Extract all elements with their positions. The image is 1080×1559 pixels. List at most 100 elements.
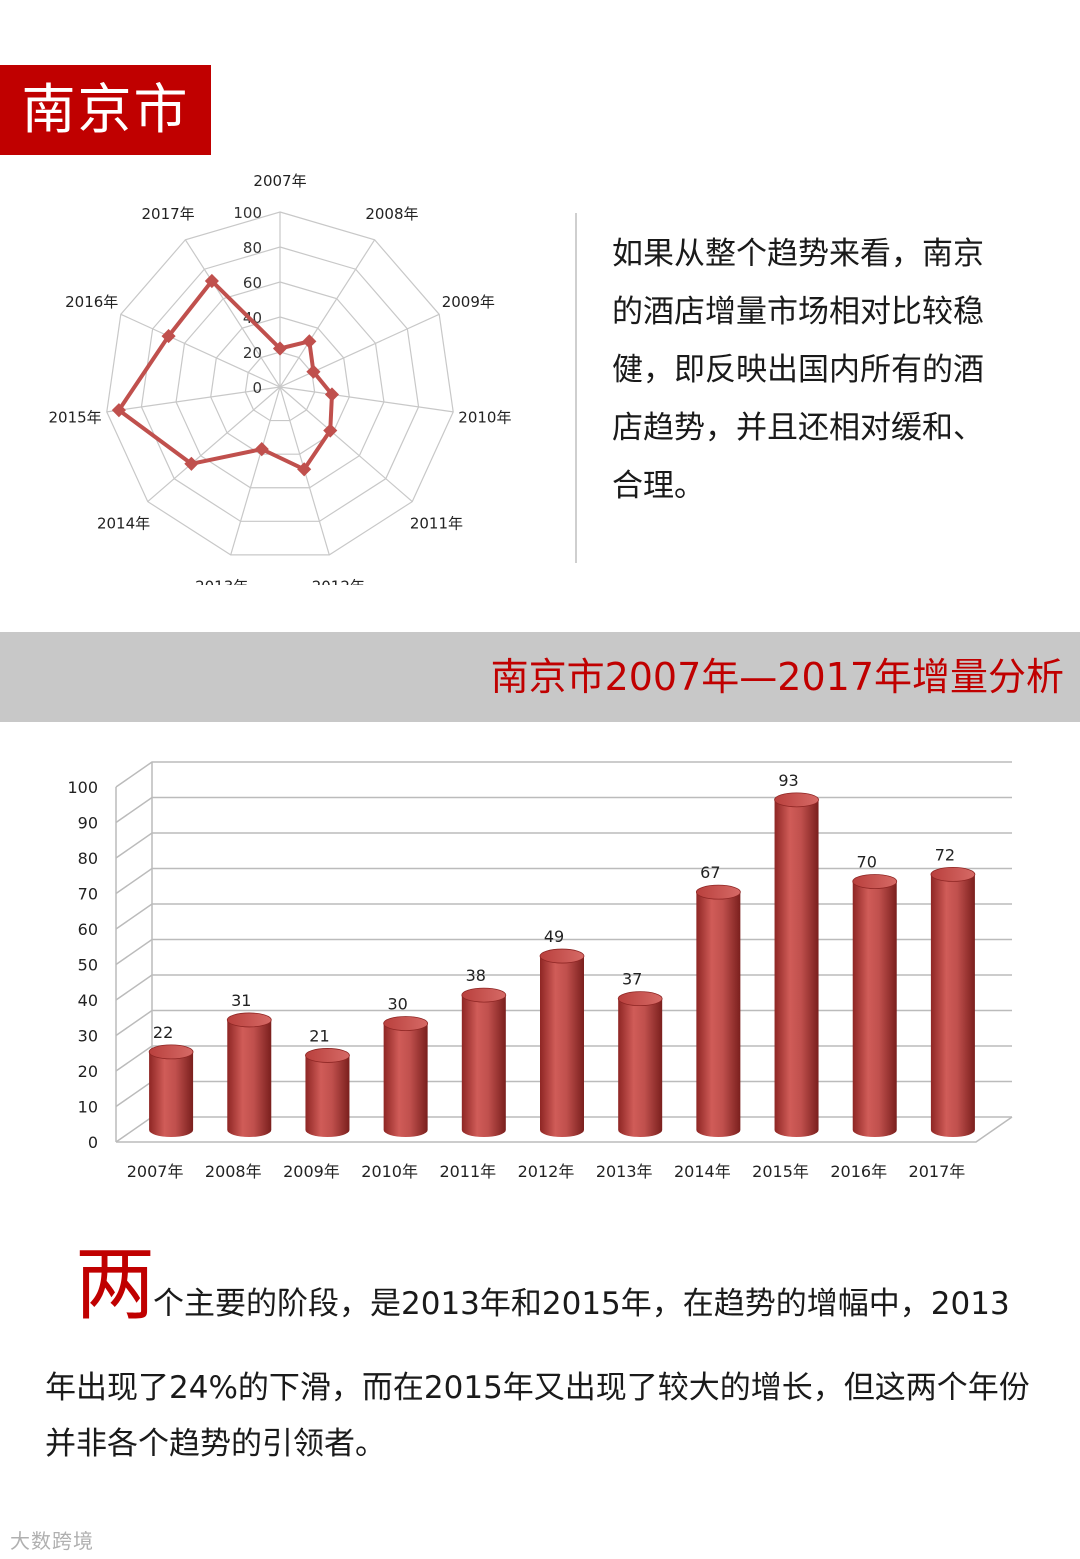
page-title: 南京市 (0, 65, 211, 155)
radar-point (306, 364, 321, 379)
radar-spoke (279, 386, 454, 413)
bar-cylinder-top (383, 1016, 429, 1031)
bar-cylinder-top (617, 991, 663, 1007)
radar-category-label: 2014年 (97, 515, 150, 533)
watermark: 大数跨境 (10, 1529, 94, 1553)
bar-cylinder-top (852, 874, 898, 889)
bar-y-tick-label: 40 (78, 991, 98, 1010)
bar-value-label: 70 (857, 853, 877, 872)
radar-category-label: 2009年 (442, 293, 495, 311)
radar-tick-label: 60 (243, 274, 262, 292)
radar-tick-label: 80 (243, 239, 262, 257)
bar-x-tick-label: 2016年 (830, 1162, 887, 1181)
description-text: 如果从整个趋势来看，南京的酒店增量市场相对比较稳健，即反映出国内所有的酒店趋势，… (612, 236, 984, 504)
bar-y-tick-label: 90 (78, 814, 98, 833)
bar-value-label: 31 (231, 991, 251, 1010)
radar-category-label: 2013年 (195, 578, 248, 585)
bar-x-tick-label: 2008年 (205, 1162, 262, 1181)
bar-cylinder-top (930, 866, 976, 882)
bar-chart: 0 10 20 30 40 50 60 70 80 90 100 22 2007年 31 2008年 21 20… (67, 761, 1013, 1181)
radar-point (161, 329, 176, 344)
bar-cylinder (852, 881, 897, 1137)
bar-floor-edge (116, 1116, 1013, 1143)
radar-grid-ring (140, 246, 420, 522)
bar-value-label: 37 (622, 970, 642, 989)
radar-category-label: 2017年 (141, 205, 194, 223)
radar-point (302, 334, 317, 349)
radar-tick-label: 0 (252, 379, 262, 397)
bar-y-tick-label: 70 (78, 885, 98, 904)
bar-y-tick-label: 30 (78, 1027, 98, 1046)
bar-x-tick-label: 2012年 (518, 1162, 575, 1181)
bar-value-label: 72 (935, 845, 955, 864)
section-title: 南京市2007年—2017年增量分析 (490, 655, 1064, 699)
bar-x-tick-label: 2011年 (439, 1162, 496, 1181)
bar-cylinder-top (539, 948, 585, 964)
bar-cylinder-top (305, 1048, 350, 1063)
bar-cylinder (461, 995, 506, 1137)
radar-spoke (147, 386, 281, 503)
radar-point (254, 442, 269, 457)
bar-cylinder (383, 1023, 428, 1137)
bar-y-tick-label: 100 (67, 778, 98, 797)
radar-category-label: 2007年 (253, 172, 306, 190)
radar-grid-ring (210, 316, 350, 455)
bar-cylinder (696, 892, 741, 1137)
bar-value-label: 30 (387, 995, 407, 1014)
radar-category-label: 2011年 (410, 515, 463, 533)
bar-x-tick-label: 2009年 (283, 1162, 340, 1181)
bar-value-label: 93 (778, 771, 798, 790)
divider (575, 213, 577, 563)
bar-value-label: 67 (700, 863, 720, 882)
summary-rest: 年出现了24%的下滑，而在2015年又出现了较大的增长，但这两个年份并非各个趋势… (45, 1370, 1030, 1462)
bar-x-tick-label: 2007年 (127, 1162, 184, 1181)
radar-spoke (106, 386, 281, 413)
drop-cap: 两 (75, 1238, 155, 1331)
summary-first-line: 个主要的阶段，是2013年和2015年，在趋势的增幅中，2013 (153, 1286, 1010, 1322)
radar-spoke (230, 386, 281, 556)
bar-y-tick-label: 80 (78, 849, 98, 868)
radar-category-label: 2012年 (312, 578, 365, 585)
bar-x-tick-label: 2015年 (752, 1162, 809, 1181)
bar-gridline (115, 867, 1012, 895)
bar-cylinder (227, 1019, 272, 1137)
radar-point (111, 403, 126, 418)
radar-series-line (116, 279, 334, 472)
bar-value-label: 21 (309, 1026, 329, 1045)
bar-gridline (115, 832, 1012, 859)
radar-chart: 0 20 40 60 80 100 2007年 2008年 2009年 2010年 2011年 201… (49, 172, 512, 585)
bar-cylinder-top (226, 1012, 272, 1028)
bar-y-tick-label: 10 (78, 1098, 98, 1117)
radar-point (323, 423, 338, 438)
summary-paragraph: 两 个主要的阶段，是2013年和2015年，在趋势的增幅中，2013 年出现了2… (45, 1240, 1035, 1472)
radar-grid-ring (175, 281, 385, 489)
radar-tick-label: 20 (243, 344, 262, 362)
bar-value-label: 38 (466, 966, 486, 985)
bar-cylinder (540, 956, 584, 1137)
bar-y-tick-label: 0 (88, 1133, 98, 1152)
bar-gridline (115, 761, 1012, 788)
bar-cylinder-top (695, 884, 741, 900)
radar-point (297, 462, 312, 477)
bar-cylinder (618, 998, 663, 1137)
radar-tick-label: 40 (243, 309, 262, 327)
bar-y-tick-label: 20 (78, 1062, 98, 1081)
bar-cylinder (930, 874, 975, 1137)
bar-cylinder-top (774, 792, 819, 808)
bar-x-tick-label: 2013年 (596, 1162, 653, 1181)
radar-spoke (279, 386, 413, 503)
bar-value-label: 49 (544, 927, 564, 946)
radar-spoke (184, 239, 281, 388)
radar-point (184, 456, 199, 471)
radar-point (324, 387, 340, 402)
bar-value-label: 22 (153, 1023, 173, 1042)
bar-x-tick-label: 2010年 (361, 1162, 418, 1181)
bar-cylinder-top (461, 987, 507, 1003)
radar-spoke (120, 313, 281, 388)
radar-category-label: 2010年 (458, 408, 511, 426)
section-band: 南京市2007年—2017年增量分析 (0, 632, 1080, 722)
radar-grid-ring (106, 211, 454, 556)
bar-cylinder (149, 1051, 194, 1137)
bar-y-tick-label: 60 (78, 920, 98, 939)
bar-cylinder (305, 1055, 350, 1137)
